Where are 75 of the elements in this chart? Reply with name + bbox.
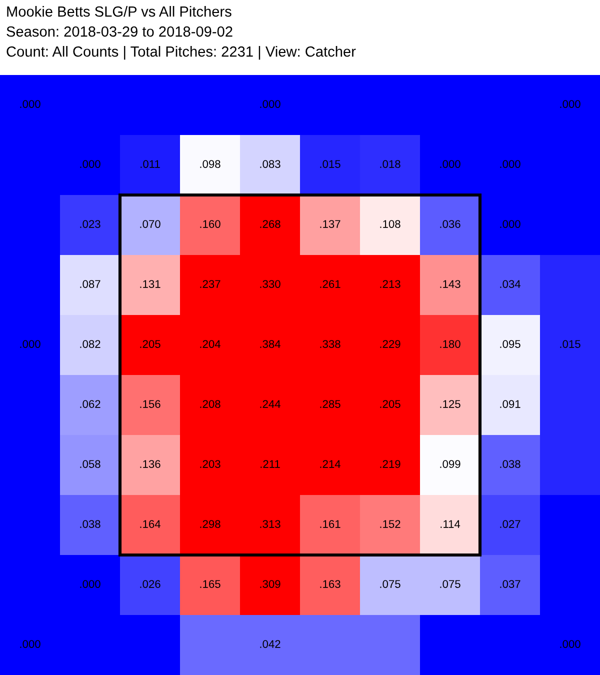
data-label: .083 <box>260 160 280 168</box>
data-label: .203 <box>200 460 220 468</box>
data-label: .205 <box>380 400 400 408</box>
data-label: .018 <box>380 160 400 168</box>
data-label: .261 <box>320 280 340 288</box>
data-label: .114 <box>440 520 460 528</box>
chart-subtitle: Season: 2018-03-29 to 2018-09-02 <box>6 26 232 37</box>
data-label: .000 <box>440 160 460 168</box>
data-label: .384 <box>260 340 280 348</box>
data-label: .298 <box>200 520 220 528</box>
data-label: .229 <box>380 340 400 348</box>
data-label: .070 <box>140 220 160 228</box>
data-label: .143 <box>440 280 460 288</box>
data-label: .000 <box>560 640 580 648</box>
data-label: .075 <box>380 580 400 588</box>
data-label: .208 <box>200 400 220 408</box>
data-label: .027 <box>500 520 520 528</box>
data-label: .058 <box>80 460 100 468</box>
data-label: .087 <box>80 280 100 288</box>
data-label: .023 <box>80 220 100 228</box>
data-label: .214 <box>320 460 340 468</box>
data-label: .091 <box>500 400 520 408</box>
data-label: .000 <box>20 100 40 108</box>
data-label: .205 <box>140 340 160 348</box>
data-label: .244 <box>260 400 280 408</box>
data-label: .075 <box>440 580 460 588</box>
data-label: .042 <box>260 640 280 648</box>
data-label: .034 <box>500 280 520 288</box>
text: Count: All Counts | Total Pitches: 2231 | View: Catcher <box>6 46 356 60</box>
data-label: .038 <box>80 520 100 528</box>
data-label: .285 <box>320 400 340 408</box>
data-label: .164 <box>140 520 160 528</box>
data-label: .136 <box>140 460 160 468</box>
chart-title: Mookie Betts SLG/P vs All Pitchers <box>7 6 232 17</box>
data-label: .062 <box>80 400 100 408</box>
data-label: .131 <box>140 280 160 288</box>
data-label: .011 <box>140 160 160 168</box>
data-label: .165 <box>200 580 220 588</box>
data-label: .000 <box>80 160 100 168</box>
data-label: .213 <box>380 280 400 288</box>
data-label: .125 <box>440 400 460 408</box>
data-label: .037 <box>500 580 520 588</box>
data-label: .000 <box>260 100 280 108</box>
data-label: .000 <box>500 160 520 168</box>
data-label: .026 <box>140 580 160 588</box>
data-label: .098 <box>200 160 220 168</box>
data-label: .108 <box>380 220 400 228</box>
data-label: .163 <box>320 580 340 588</box>
data-label: .338 <box>320 340 340 348</box>
data-label: .000 <box>20 340 40 348</box>
data-label: .161 <box>320 520 340 528</box>
data-label: .000 <box>560 100 580 108</box>
data-label: .095 <box>500 340 520 348</box>
data-label: .156 <box>140 400 160 408</box>
data-label: .309 <box>260 580 280 588</box>
data-label: .313 <box>260 520 280 528</box>
data-label: .330 <box>260 280 280 288</box>
data-label: .015 <box>560 340 580 348</box>
data-label: .268 <box>260 220 280 228</box>
data-label: .180 <box>440 340 460 348</box>
data-label: .137 <box>320 220 340 228</box>
data-label: .219 <box>380 460 400 468</box>
data-label: .000 <box>500 220 520 228</box>
data-label: .038 <box>500 460 520 468</box>
data-label: .000 <box>20 640 40 648</box>
data-label: .036 <box>440 220 460 228</box>
data-label: .152 <box>380 520 400 528</box>
data-label: .082 <box>80 340 100 348</box>
data-label: .160 <box>200 220 220 228</box>
data-label: .211 <box>260 460 280 468</box>
data-label: .237 <box>200 280 220 288</box>
data-label: .204 <box>200 340 220 348</box>
data-label: .099 <box>440 460 460 468</box>
data-label: .015 <box>320 160 340 168</box>
data-label: .000 <box>80 580 100 588</box>
